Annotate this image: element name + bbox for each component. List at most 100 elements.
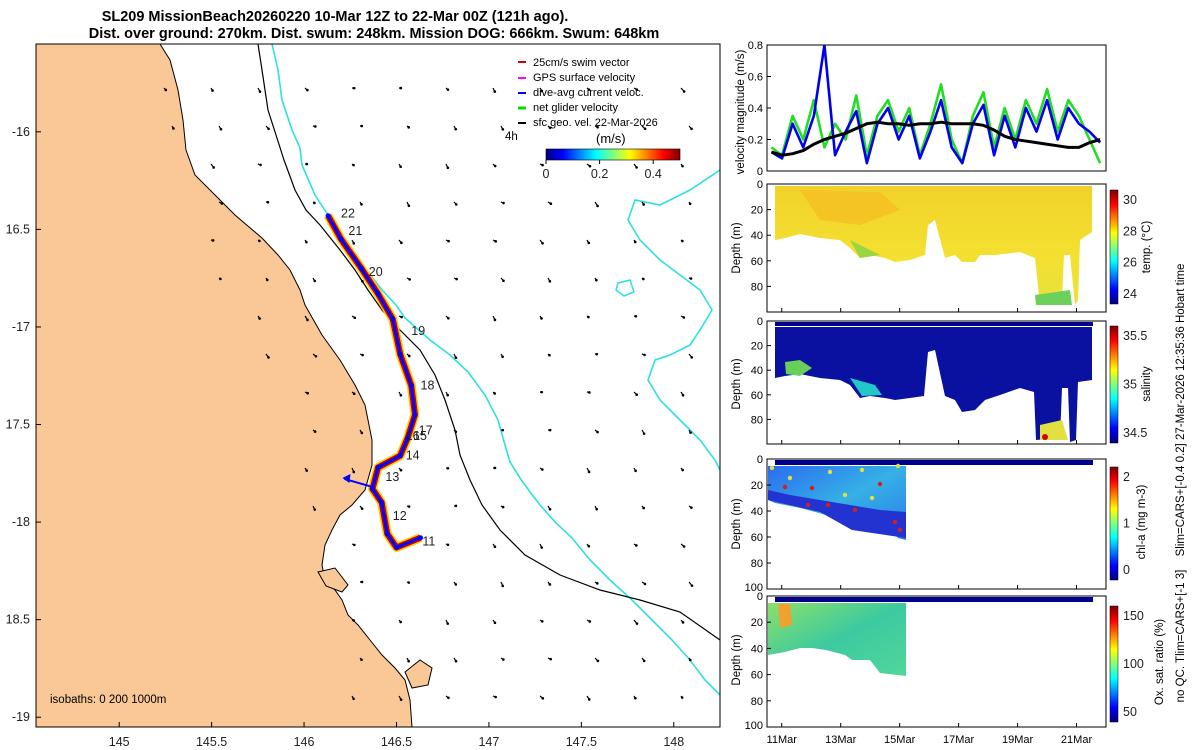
track-point (397, 453, 403, 459)
velocity-arrow-head (595, 507, 598, 511)
velocity-arrow-head (596, 659, 600, 663)
map-axis-ticks: 145 145.5 146 146.5 147 147.5 148 -16 16.5 -17 17.… (6, 125, 685, 749)
velocity-arrow-head (212, 166, 215, 169)
velocity-arrow-head (454, 583, 458, 586)
map-ytick-label: 16.5 (6, 222, 30, 236)
velocity-arrow-head (689, 277, 693, 280)
velocity-arrow-head (407, 581, 411, 584)
velocity-arrow-head (446, 393, 450, 397)
velocity-arrow-head (681, 239, 684, 243)
legend-sfc-geo: sfc geo. vel. 22-Mar-2026 (533, 117, 658, 129)
velocity-arrow-head (454, 127, 458, 131)
colorbar-tick-label: 35.5 (1123, 329, 1147, 343)
track-day-label: 21 (348, 224, 362, 238)
velocity-arrow-head (266, 200, 270, 204)
chlorophyll-point (877, 481, 883, 487)
velocity-arrow-head (172, 127, 175, 130)
velocity-arrow-head (407, 659, 410, 663)
velocity-panel: 0 0.2 0.4 0.6 0.8 velocity magnitude (m/s) (735, 40, 1107, 178)
track-point (390, 316, 396, 322)
chlorophyll-point (852, 507, 858, 513)
depth-ytick-label: 0 (757, 316, 763, 328)
velocity-arrow-head (635, 88, 639, 91)
velocity-arrow-head (399, 86, 403, 90)
salinity-mid-patch (850, 378, 882, 396)
chlorophyll-panel: Depth (m) chl-a (mg m-3) 0 20 40 60 80 100 2 1 0 (731, 454, 1148, 594)
track-point (338, 236, 344, 242)
track-day-label: 18 (421, 378, 435, 392)
velocity-arrow-head (352, 86, 356, 90)
salinity-field (775, 327, 1092, 442)
velocity-arrow-head (360, 124, 364, 128)
velocity-arrow-head (313, 508, 317, 511)
island-2 (404, 659, 433, 689)
velocity-arrow-head (407, 354, 411, 358)
colorbar-tick-label: 26 (1123, 256, 1137, 270)
depth-ytick-label: 20 (751, 480, 763, 492)
temperature-colorbar (1109, 189, 1119, 305)
velocity-arrow-head (399, 620, 402, 624)
oxygen-ylabel: Depth (m) (731, 634, 743, 685)
velocity-arrow-head (548, 508, 552, 511)
velocity-arrow-head (588, 391, 591, 394)
depth-ytick-label: 40 (751, 365, 763, 377)
velocity-arrow-head (596, 125, 599, 129)
isobath-200m (271, 44, 720, 696)
depth-ytick-label: 20 (751, 617, 763, 629)
chlorophyll-point (842, 492, 848, 498)
velocity-arrow-head (541, 242, 544, 245)
land-mass (36, 44, 413, 727)
map-legend: 25cm/s swim vector GPS surface velocity … (505, 57, 681, 181)
velocity-arrow-head (211, 89, 214, 92)
velocity-arrow-head (635, 393, 638, 397)
velocity-arrow-head (352, 163, 355, 167)
velocity-arrow-head (634, 315, 638, 318)
velocity-arrow-head (540, 390, 544, 394)
velocity-arrow-head (501, 428, 505, 432)
map-colorbar-tick-label: 0.4 (645, 167, 662, 181)
velocity-arrow-head (493, 164, 497, 168)
velocity-arrow-head (305, 469, 309, 472)
velocity-arrow-head (690, 506, 693, 509)
track-day-label: 14 (406, 449, 420, 463)
track-point (418, 535, 424, 541)
oxygen-surface-dots (775, 597, 1093, 602)
velocity-arrow-head (642, 506, 646, 510)
velocity-arrow-head (352, 619, 355, 622)
velocity-arrow-head (314, 125, 317, 128)
velocity-arrow-head (305, 240, 308, 244)
velocity-arrow-head (360, 658, 363, 662)
velocity-arrow-head (587, 88, 591, 91)
velocity-arrow-head (258, 317, 261, 320)
legend-net-velocity: net glider velocity (533, 102, 618, 114)
velocity-arrow-head (313, 430, 317, 433)
temperature-ylabel: Depth (m) (731, 222, 743, 273)
velocity-arrow-head (502, 658, 505, 661)
map-xtick-label: 147 (478, 735, 499, 749)
oxygen-panel: Depth (m) Ox. sat. ratio (%) 0 20 40 60 80 10… (731, 591, 1166, 746)
date-tick-label: 19Mar (1002, 734, 1034, 746)
figure-title-line1: SL209 MissionBeach20260220 10-Mar 12Z to… (102, 9, 569, 25)
velocity-arrow-head (643, 127, 647, 131)
velocity-arrow-head (540, 317, 543, 320)
depth-ytick-label: 20 (751, 205, 763, 217)
chlorophyll-colorbar (1109, 466, 1119, 581)
velocity-arrow-head (407, 505, 411, 508)
velocity-arrow-head (399, 468, 403, 472)
velocity-series-line (770, 120, 1101, 157)
colorbar-tick-label: 1 (1123, 517, 1130, 531)
velocity-arrow-head (587, 544, 591, 548)
velocity-arrow-head (493, 90, 497, 93)
temperature-warm-patch (800, 190, 900, 225)
velocity-arrow-head (407, 126, 411, 129)
velocity-arrow-head (587, 470, 591, 474)
salinity-ylabel: Depth (m) (731, 358, 743, 409)
velocity-arrow-head (681, 393, 685, 397)
velocity-arrow-head (548, 583, 552, 586)
velocity-arrow-head (682, 545, 686, 548)
velocity-arrow-head (360, 431, 364, 435)
map-ytick-label: -17 (12, 320, 30, 334)
depth-ytick-label: 80 (751, 558, 763, 570)
velocity-arrow-head (681, 468, 684, 472)
track-dive-avg-current (326, 215, 422, 549)
